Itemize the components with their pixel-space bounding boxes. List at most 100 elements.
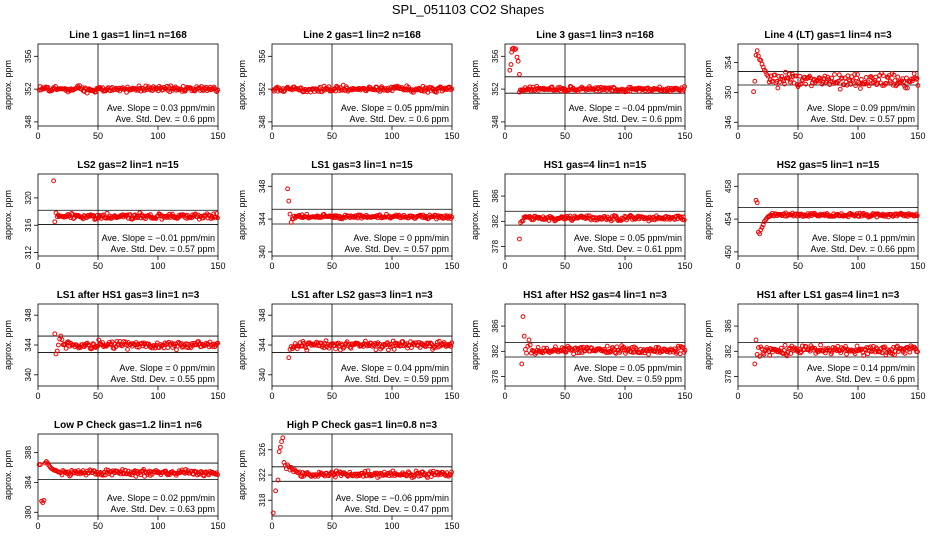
data-point [51,178,56,184]
y-tick-label: 386 [491,319,500,333]
data-point [520,314,526,320]
data-point [832,72,837,77]
data-point [333,346,339,352]
x-tick-label: 150 [210,261,225,271]
data-point [836,72,842,78]
data-point [837,86,843,92]
data-point [336,340,341,346]
chart-panel: HS1 after HS2 gas=4 lin=1 n=3 0 50 100 150 37… [470,290,693,401]
y-tick-label: 340 [258,245,267,259]
data-point [287,467,293,473]
y-tick-label: 388 [24,445,33,459]
data-point [679,214,684,220]
chart-title: Line 1 gas=1 lin=1 n=168 [69,30,187,41]
y-tick-label: 350 [724,85,733,99]
x-tick-label: 100 [850,131,865,141]
data-point [47,88,53,94]
data-point [521,87,527,93]
data-point [855,72,860,77]
plot-frame [504,173,686,257]
data-point [612,350,618,355]
y-tick-label: 340 [24,368,33,382]
data-point [125,346,130,352]
data-point [103,215,109,221]
y-tick-label: 352 [258,82,267,96]
data-point [428,340,434,346]
x-tick-label: 50 [93,521,103,531]
data-point [788,77,794,83]
x-tick-label: 50 [793,131,803,141]
x-tick-label: 50 [327,261,337,271]
data-point [79,470,85,476]
data-point [653,344,659,350]
data-point [681,87,686,92]
data-point [757,353,762,359]
plot-frame [271,43,453,127]
data-point [903,85,908,91]
data-point [883,352,889,358]
data-point [323,338,329,344]
data-point [154,470,160,475]
data-point [858,76,864,82]
data-point [215,215,220,221]
slope-annotation: Ave. Slope = 0.04 ppm/min [341,363,449,373]
data-point [449,340,455,346]
data-point [767,353,773,358]
data-point [753,197,759,203]
chart-panel: Line 4 (LT) gas=1 lin=4 n=3 0 50 100 150 346 3… [703,30,926,141]
page-title: SPL_051103 CO2 Shapes [391,2,545,17]
chart-title: HS1 after HS2 gas=4 lin=1 n=3 [523,290,667,301]
x-tick-label: 50 [93,261,103,271]
data-point [873,74,879,80]
data-point [672,346,677,352]
x-tick-label: 0 [502,391,507,401]
data-point [642,216,648,221]
x-tick-label: 0 [35,261,40,271]
data-point [280,435,286,441]
x-tick-label: 0 [35,521,40,531]
data-point [818,342,823,348]
data-point [853,83,858,88]
data-point [786,212,792,218]
x-tick-label: 100 [617,131,632,141]
data-point [803,81,809,87]
data-point [215,87,221,93]
y-tick-label: 356 [24,49,33,63]
data-point [390,468,396,474]
y-axis-label: approx. ppm [3,190,13,240]
data-point [779,74,785,79]
data-point [752,78,758,84]
data-point [316,214,322,220]
y-tick-label: 348 [258,115,267,129]
chart-title: LS1 after HS1 gas=3 lin=1 n=3 [57,290,200,301]
slope-annotation: Ave. Slope = 0.02 ppm/min [107,493,215,503]
data-point [535,214,540,220]
y-axis-label: approx. ppm [470,190,480,240]
data-point [448,87,454,93]
data-point [448,472,453,478]
chart-panel: LS1 gas=3 lin=1 n=15 0 50 100 150 340 344 348 ap… [237,160,460,271]
y-tick-label: 318 [258,493,267,507]
data-point [391,346,397,352]
data-point [881,73,886,78]
data-point [41,497,47,503]
std-dev-annotation: Ave. Std. Dev. = 0.63 ppm [111,504,215,514]
x-tick-label: 0 [502,261,507,271]
y-tick-label: 344 [24,338,33,352]
data-point [677,351,683,357]
std-dev-annotation: Ave. Std. Dev. = 0.57 ppm [345,244,449,254]
data-point [577,350,582,356]
data-point [914,76,920,81]
x-tick-label: 100 [850,391,865,401]
data-point [215,340,221,346]
data-point [830,213,836,219]
data-point [835,78,841,84]
std-dev-annotation: Ave. Std. Dev. = 0.59 ppm [345,374,449,384]
data-point [781,347,787,353]
y-tick-label: 378 [491,239,500,253]
y-tick-label: 384 [24,475,33,489]
std-dev-annotation: Ave. Std. Dev. = 0.66 ppm [811,244,915,254]
chart-title: Line 3 gas=1 lin=3 n=168 [536,30,654,41]
x-tick-label: 100 [384,131,399,141]
